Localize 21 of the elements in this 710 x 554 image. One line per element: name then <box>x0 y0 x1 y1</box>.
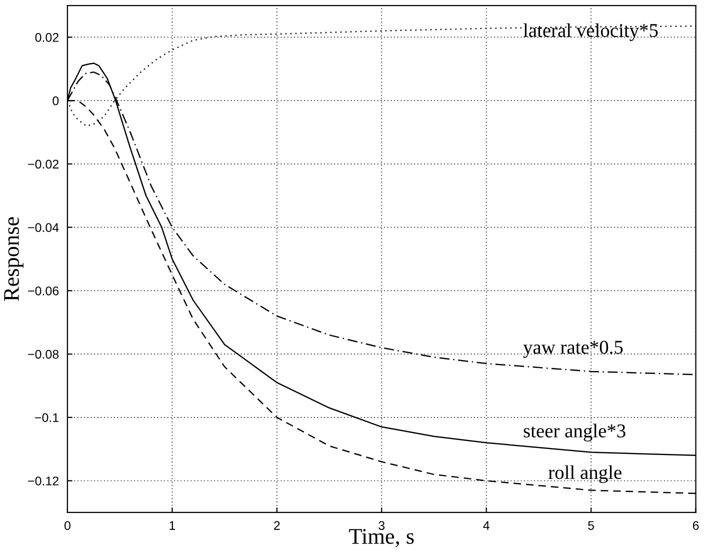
y-tick-label: −0.04 <box>28 223 59 232</box>
x-tick-label: 1 <box>170 521 176 530</box>
annotation: roll angle <box>548 465 622 484</box>
x-axis-title: Time, s <box>349 528 414 548</box>
y-tick-label: −0.08 <box>28 350 59 359</box>
x-tick-label: 3 <box>378 521 385 530</box>
annotation: yaw rate*0.5 <box>523 340 623 358</box>
y-tick-label: −0.06 <box>28 286 59 296</box>
y-tick-label: 0 <box>52 96 59 106</box>
y-tick-label: −0.12 <box>28 476 58 486</box>
x-tick-label: 4 <box>483 521 490 530</box>
x-tick-label: 2 <box>274 521 280 530</box>
y-axis-title: Response <box>4 217 24 301</box>
x-tick-label: 0 <box>64 521 70 530</box>
annotation: steer angle*3 <box>524 424 626 442</box>
annotation: lateral velocity*5 <box>523 23 658 42</box>
y-tick-label: −0.1 <box>35 413 59 422</box>
x-tick-label: 5 <box>588 521 594 530</box>
x-tick-label: 6 <box>692 521 699 530</box>
y-tick-label: 0.02 <box>35 33 58 42</box>
y-tick-label: −0.02 <box>28 160 58 169</box>
